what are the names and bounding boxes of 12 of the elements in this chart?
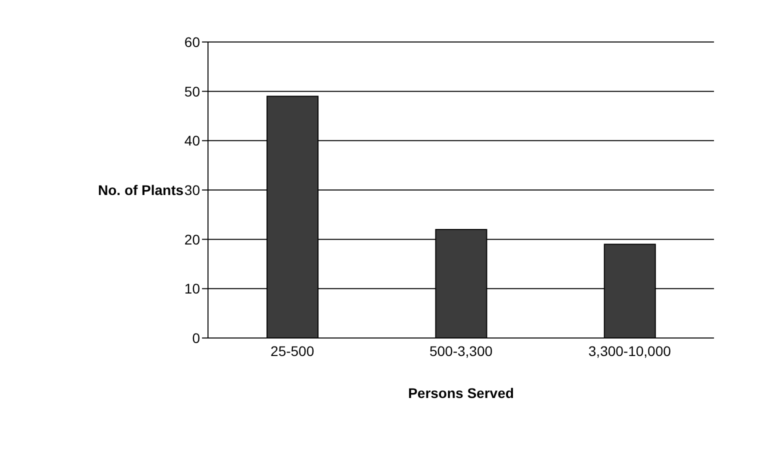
y-tick-label: 10: [184, 280, 200, 297]
y-tick-label: 20: [184, 231, 200, 248]
x-tick-label: 3,300-10,000: [588, 342, 672, 359]
y-tick-label: 0: [192, 330, 200, 346]
y-tick-label: 40: [184, 132, 200, 149]
y-axis-title: No. of Plants: [98, 182, 184, 198]
x-tick-label: 500-3,300: [429, 342, 493, 359]
y-tick-label: 60: [184, 34, 200, 50]
x-axis-title: Persons Served: [408, 385, 514, 401]
y-tick-label: 50: [184, 83, 200, 100]
x-tick-label: 25-500: [270, 342, 314, 359]
y-tick-label: 30: [184, 182, 200, 198]
